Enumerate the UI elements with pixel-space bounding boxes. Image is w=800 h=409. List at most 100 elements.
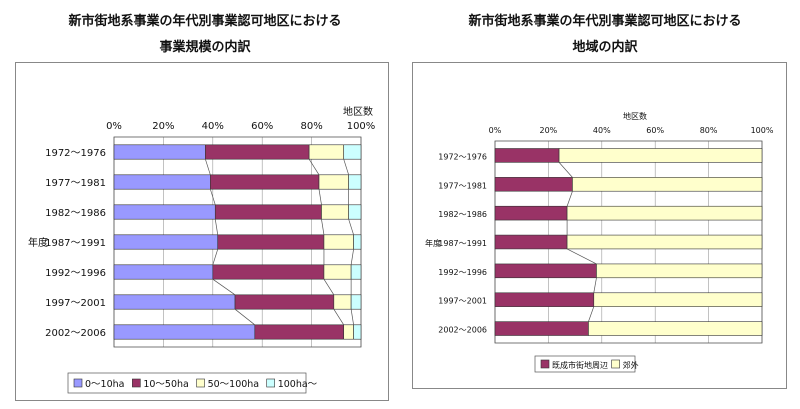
left-chart-bar-segment xyxy=(350,264,362,280)
right-chart-bar-segment xyxy=(566,234,763,250)
right-chart-bar-segment xyxy=(494,234,568,250)
right-chart-bar-segment xyxy=(494,263,597,279)
left-chart-x-tick-label: 0% xyxy=(106,121,122,132)
right-chart-legend-swatch xyxy=(611,359,620,369)
left-chart-series-connector xyxy=(212,249,219,265)
right-chart-series-connector xyxy=(566,248,597,265)
right-chart-bar-segment xyxy=(494,148,560,163)
left-chart-series-connector xyxy=(318,189,322,205)
right-chart-x-tick-label: 60% xyxy=(646,126,664,135)
left-chart-legend-swatch xyxy=(132,378,141,388)
left-chart-series-connector xyxy=(205,159,211,175)
left-chart-bar-segment xyxy=(113,324,256,340)
right-chart-series-connector xyxy=(566,191,573,207)
left-chart-panel: 0% 20% 40% 60% 80% 100% 地区数 1972～1976 1977～1981 1… xyxy=(15,62,389,401)
left-chart-y-axis-label: 年度 xyxy=(28,236,48,249)
left-chart-legend-swatch xyxy=(266,378,275,388)
right-chart-legend-label: 既成市街地周辺 xyxy=(552,360,608,370)
right-chart-bar-segment xyxy=(494,205,568,221)
left-chart-legend-label: 50～100ha xyxy=(208,379,260,390)
right-chart-category-label: 1982～1986 xyxy=(438,210,487,219)
left-chart-bar-segment xyxy=(210,174,320,190)
left-chart-x-tick-label: 60% xyxy=(251,121,273,132)
right-chart-x-tick-label: 40% xyxy=(593,126,611,135)
left-chart-x-tick-label: 20% xyxy=(152,121,174,132)
left-chart-bar-segment xyxy=(343,144,362,160)
right-chart-bar-segment xyxy=(494,321,589,336)
right-chart-x-tick-label: 100% xyxy=(751,126,774,135)
left-chart-bar-segment xyxy=(350,294,362,310)
left-chart-bar-segment xyxy=(353,234,362,250)
left-chart-bar-segment xyxy=(212,264,325,280)
right-chart-legend-label: 郊外 xyxy=(623,360,639,370)
right-chart-bar-segment xyxy=(596,263,763,279)
right-chart-category-label: 1987～1991 xyxy=(438,239,487,248)
left-chart-legend-label: 0～10ha xyxy=(85,379,124,390)
left-chart-bar-segment xyxy=(113,234,219,250)
left-chart-series-connector xyxy=(214,219,219,235)
right-chart-bar-segment xyxy=(494,177,573,192)
left-chart-bar-segment xyxy=(318,174,349,190)
left-chart-series-connector xyxy=(323,279,335,295)
left-chart-bar-segment xyxy=(254,324,345,340)
left-chart-x-tick-label: 80% xyxy=(300,121,322,132)
right-chart-category-label: 1972～1976 xyxy=(438,152,487,161)
left-chart-bar-segment xyxy=(353,324,362,340)
right-chart-series-connector xyxy=(558,162,573,178)
right-chart-series-connector xyxy=(588,306,595,322)
left-chart-series-connector xyxy=(234,308,256,326)
left-chart-bar-segment xyxy=(113,294,236,310)
left-chart-bar-segment xyxy=(323,234,354,250)
right-chart-category-label: 1992～1996 xyxy=(438,268,487,277)
left-chart-series-connector xyxy=(350,249,354,265)
right-chart-y-axis-label: 年度 xyxy=(425,238,441,248)
left-chart-series-connector xyxy=(212,278,236,296)
left-chart-category-label: 1982～1986 xyxy=(45,208,106,219)
left-chart-bar-segment xyxy=(113,264,214,280)
right-chart-x-tick-label: 0% xyxy=(489,126,502,135)
left-chart-bar-segment xyxy=(205,144,310,160)
left-chart-x-tick-label: 100% xyxy=(347,121,376,132)
left-chart-series-connector xyxy=(348,219,354,235)
left-chart-category-label: 1972～1976 xyxy=(45,148,106,159)
right-chart-bar-segment xyxy=(494,292,595,307)
left-chart-legend-box xyxy=(67,372,307,394)
left-chart-title-line1: 新市街地系事業の年代別事業認可地区における xyxy=(68,14,342,29)
left-chart-bar-segment xyxy=(348,204,362,220)
right-chart-bar-segment xyxy=(566,205,763,221)
right-chart-x-tick-label: 80% xyxy=(700,126,718,135)
left-chart-unit-label: 地区数 xyxy=(343,105,373,118)
right-chart-bar-segment xyxy=(558,148,763,163)
right-chart-bar-segment xyxy=(572,177,763,192)
right-chart-bar-segment xyxy=(588,321,763,336)
left-chart-x-tick-label: 40% xyxy=(202,121,224,132)
right-chart-bar-segment xyxy=(593,292,763,307)
right-chart-legend-box xyxy=(534,355,636,373)
left-chart-series-connector xyxy=(308,159,320,175)
right-chart-x-tick-label: 20% xyxy=(540,126,558,135)
right-chart-legend-swatch xyxy=(540,359,550,369)
left-stacked-bar-chart: 0% 20% 40% 60% 80% 100% 地区数 1972～1976 1977～1981 1… xyxy=(28,105,376,394)
left-chart-bar-segment xyxy=(321,204,349,220)
left-chart-category-label: 1992～1996 xyxy=(45,268,106,279)
right-chart-title-line2: 地域の内訳 xyxy=(572,40,638,55)
right-chart-unit-label: 地区数 xyxy=(623,111,647,121)
left-chart-bar-segment xyxy=(333,294,352,310)
left-chart-legend-label: 100ha～ xyxy=(278,379,318,390)
left-chart-bar-segment xyxy=(343,324,354,340)
left-chart-bar-segment xyxy=(113,174,211,190)
left-chart-bar-segment xyxy=(214,204,322,220)
right-chart-series-connector xyxy=(593,277,597,293)
left-chart-legend-label: 10～50ha xyxy=(143,379,189,390)
left-chart-bar-segment xyxy=(113,144,206,160)
left-chart-series-connector xyxy=(350,309,354,325)
right-chart-title-line1: 新市街地系事業の年代別事業認可地区における xyxy=(468,14,742,29)
left-chart-bar-segment xyxy=(113,204,216,220)
left-chart-bar-segment xyxy=(308,144,345,160)
left-chart-legend-swatch xyxy=(196,378,205,388)
left-chart-bar-segment xyxy=(234,294,335,310)
left-chart-series-connector xyxy=(209,189,216,205)
left-chart-bar-segment xyxy=(323,264,352,280)
left-chart-bar-segment xyxy=(348,174,362,190)
right-stacked-bar-chart: 0% 20% 40% 60% 80% 100% 地区数 1972～1976 1977～1981 1… xyxy=(425,111,774,373)
